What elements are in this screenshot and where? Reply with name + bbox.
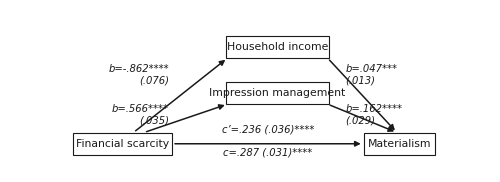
Text: b=-.862****
(.076): b=-.862**** (.076) [108,64,169,86]
FancyBboxPatch shape [226,36,329,58]
Text: Household income: Household income [227,42,328,52]
Text: Materialism: Materialism [368,139,432,149]
Text: b=.566****
(.035): b=.566**** (.035) [112,104,169,126]
Text: b=.162****
(.029): b=.162**** (.029) [346,104,403,126]
Text: c=.287 (.031)****: c=.287 (.031)**** [223,148,312,158]
Text: c’=.236 (.036)****: c’=.236 (.036)**** [222,125,314,135]
FancyBboxPatch shape [73,133,172,155]
Text: Financial scarcity: Financial scarcity [76,139,169,149]
Text: Impression management: Impression management [210,88,346,98]
FancyBboxPatch shape [226,82,329,104]
FancyBboxPatch shape [364,133,436,155]
Text: b=.047***
(.013): b=.047*** (.013) [346,64,398,86]
